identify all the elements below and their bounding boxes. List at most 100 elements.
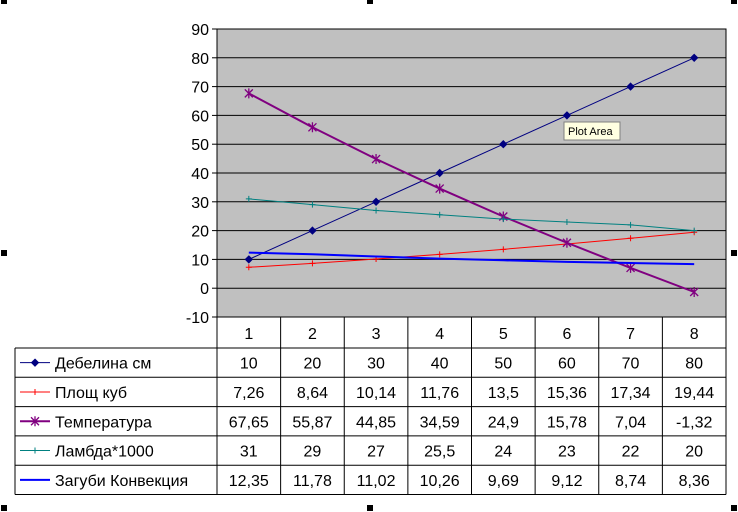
y-tick-label: 80 bbox=[191, 51, 209, 68]
data-table-cell: 67,65 bbox=[229, 414, 269, 431]
y-tick-label: 70 bbox=[191, 80, 209, 97]
legend-key bbox=[20, 447, 50, 454]
y-tick-label: -10 bbox=[186, 310, 209, 327]
data-table-cell: 20 bbox=[304, 356, 322, 373]
data-table-cell: 70 bbox=[622, 356, 640, 373]
data-point bbox=[244, 88, 254, 99]
legend-key-marker bbox=[30, 358, 40, 367]
series-Ламбда*1000[interactable] bbox=[245, 195, 698, 234]
data-point bbox=[499, 139, 508, 149]
data-point bbox=[436, 251, 443, 258]
selection-handle[interactable] bbox=[367, 0, 373, 4]
data-table-cell: 7,04 bbox=[615, 414, 646, 431]
y-tick-label: 90 bbox=[191, 22, 209, 39]
data-table-cell: 8,64 bbox=[297, 385, 328, 402]
data-point bbox=[562, 237, 572, 248]
data-table-cell: 10,26 bbox=[420, 473, 460, 490]
data-table-cell: 11,76 bbox=[420, 385, 459, 402]
selection-handle[interactable] bbox=[1, 250, 7, 256]
selection-handle[interactable] bbox=[731, 505, 737, 511]
data-point bbox=[435, 183, 445, 194]
data-point bbox=[244, 255, 254, 264]
data-table-cell: 40 bbox=[431, 356, 449, 373]
x-category-label: 4 bbox=[435, 326, 444, 343]
data-table-cell: 44,85 bbox=[356, 414, 396, 431]
data-table-cell: 17,34 bbox=[611, 385, 651, 402]
data-point bbox=[371, 197, 381, 207]
data-table-cell: 20 bbox=[685, 444, 703, 461]
data-table-cell: 8,36 bbox=[679, 473, 710, 490]
data-point bbox=[689, 53, 699, 63]
data-table-cell: 29 bbox=[304, 444, 322, 461]
series-layer bbox=[244, 53, 699, 298]
selection-handle[interactable] bbox=[1, 505, 7, 511]
data-table-cell: 9,69 bbox=[488, 473, 519, 490]
data-point bbox=[627, 221, 634, 228]
data-table-cell: 34,59 bbox=[420, 414, 460, 431]
data-point bbox=[373, 207, 380, 214]
data-point bbox=[371, 154, 381, 165]
data-point bbox=[689, 287, 699, 298]
data-table-cell: 60 bbox=[558, 356, 576, 373]
data-point bbox=[435, 168, 444, 178]
data-table-cell: 31 bbox=[240, 444, 258, 461]
legend-label: Температура bbox=[55, 414, 152, 431]
plot-area[interactable] bbox=[216, 28, 727, 318]
legend-key-marker bbox=[32, 388, 38, 395]
data-point bbox=[436, 211, 443, 218]
y-tick-label: 60 bbox=[191, 108, 209, 125]
series-line[interactable] bbox=[248, 198, 695, 232]
data-table-cell: 7,26 bbox=[233, 385, 264, 402]
legend-label: Площ куб bbox=[55, 385, 127, 402]
data-point bbox=[308, 226, 317, 235]
selection-handle[interactable] bbox=[731, 0, 737, 4]
selection-handle[interactable] bbox=[1, 0, 7, 4]
y-tick-label: 40 bbox=[191, 166, 209, 183]
data-table-cell: 80 bbox=[685, 356, 703, 373]
data-point bbox=[307, 122, 317, 133]
data-table-cell: 23 bbox=[558, 444, 576, 461]
data-point bbox=[500, 216, 507, 223]
data-point bbox=[626, 262, 636, 273]
data-table-cell: 8,74 bbox=[615, 473, 646, 490]
data-table-cell: 50 bbox=[494, 356, 512, 373]
data-table-cell: 55,87 bbox=[292, 414, 332, 431]
data-table-cell: 19,44 bbox=[674, 385, 714, 402]
data-table-cell: 27 bbox=[367, 444, 385, 461]
series-line[interactable] bbox=[248, 57, 695, 260]
series-line[interactable] bbox=[248, 231, 695, 268]
x-category-label: 5 bbox=[499, 326, 508, 343]
selection-handle[interactable] bbox=[731, 250, 737, 256]
data-table-cell: -1,32 bbox=[676, 414, 713, 431]
series-line[interactable] bbox=[248, 251, 695, 266]
legend-key-marker bbox=[32, 447, 38, 454]
data-table-cell: 25,5 bbox=[424, 444, 455, 461]
plot-area-tooltip: Plot Area bbox=[563, 121, 621, 141]
y-tick-label: 0 bbox=[200, 281, 209, 298]
legend-key bbox=[20, 358, 50, 367]
x-category-label: 7 bbox=[626, 326, 635, 343]
data-point bbox=[245, 264, 252, 271]
series-Загуби Конвекция[interactable] bbox=[248, 251, 695, 266]
data-table-cell: 13,5 bbox=[488, 385, 519, 402]
x-category-label: 2 bbox=[308, 326, 317, 343]
data-point bbox=[309, 201, 316, 208]
data-point bbox=[309, 260, 316, 267]
data-point bbox=[691, 227, 698, 234]
data-point bbox=[563, 218, 570, 225]
data-table-cell: 10,14 bbox=[356, 385, 396, 402]
x-category-label: 6 bbox=[562, 326, 571, 343]
data-table-cell: 24 bbox=[494, 444, 512, 461]
y-axis: 90 80 70 60 50 40 30 20 10 0 -10 bbox=[186, 22, 218, 327]
data-table-cell: 10 bbox=[240, 356, 258, 373]
series-Дебелина см[interactable] bbox=[244, 53, 699, 264]
y-tick-label: 30 bbox=[191, 195, 209, 212]
legend-key-marker bbox=[30, 416, 40, 427]
x-category-label: 1 bbox=[244, 326, 253, 343]
data-point bbox=[626, 82, 635, 91]
selection-handle[interactable] bbox=[367, 505, 373, 511]
data-table-cell: 30 bbox=[367, 356, 385, 373]
legend-label: Дебелина см bbox=[55, 356, 151, 373]
